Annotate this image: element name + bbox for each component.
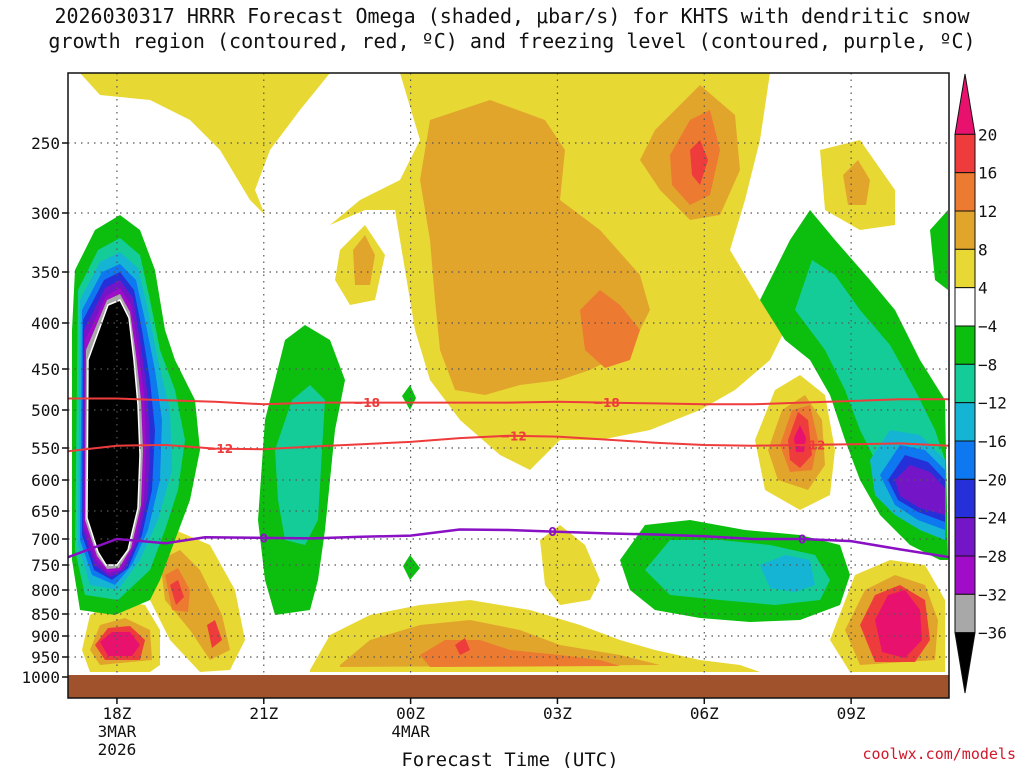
freezing-level-contour <box>68 528 949 559</box>
dgz-minus18-label-1: −18 <box>593 396 620 410</box>
omega-field-lower-red <box>455 638 470 655</box>
omega-field-18z-black <box>86 299 141 566</box>
freezing-level-label-0: 0 <box>260 531 268 545</box>
colorbar-label-5: −4 <box>978 317 997 336</box>
colorbar-label-10: −24 <box>978 509 1007 528</box>
y-tick-label-650: 650 <box>31 502 60 521</box>
x-tick-sublabel-2026: 2026 <box>98 740 137 759</box>
colorbar-swatch-13 <box>954 593 976 634</box>
dgz-minus12-label-2: −12 <box>799 438 826 452</box>
x-tick-label-18Z: 18Z <box>102 704 131 723</box>
colorbar-swatch-top <box>954 73 976 135</box>
freezing-level-label-1: 0 <box>548 525 556 539</box>
colorbar-swatch-7 <box>954 363 976 404</box>
omega-field-10z-low-magenta <box>875 590 922 658</box>
dgz-minus12-label-1: −12 <box>500 429 527 443</box>
y-tick-label-700: 700 <box>31 530 60 549</box>
colorbar-swatch-12 <box>954 555 976 595</box>
x-tick-label-03Z: 03Z <box>543 704 572 723</box>
x-axis-title: Forecast Time (UTC) <box>401 749 618 768</box>
colorbar-swatch-5 <box>954 287 976 327</box>
chart-title-line-1: 2026030317 HRRR Forecast Omega (shaded, … <box>54 4 970 28</box>
ground-layer <box>68 675 949 698</box>
omega-field-upper-yellow-left <box>80 73 330 215</box>
dgz-minus12-label-0: −12 <box>206 442 233 456</box>
omega-field-18z-low-magenta <box>100 632 140 656</box>
omega-field-lower-orange <box>340 620 660 667</box>
colorbar-swatch-4 <box>954 248 976 289</box>
x-tick-label-21Z: 21Z <box>249 704 278 723</box>
contour-labels: −18 −18 −12 −12 −12 0 0 0 <box>206 396 826 547</box>
colorbar-label-7: −12 <box>978 394 1007 413</box>
colorbar-swatch-3 <box>954 210 976 250</box>
freezing-level-label-2: 0 <box>798 533 806 547</box>
x-tick-label-06Z: 06Z <box>690 704 719 723</box>
colorbar-swatch-2 <box>954 172 976 212</box>
chart-title-line-2: growth region (contoured, red, ºC) and f… <box>48 29 976 53</box>
plot-area: −18 −18 −12 −12 −12 0 0 0 <box>68 73 949 698</box>
colorbar-swatch-8 <box>954 402 976 442</box>
grid-lines <box>68 73 949 698</box>
dgz-minus12-contour <box>68 434 949 453</box>
y-tick-label-600: 600 <box>31 471 60 490</box>
colorbar-label-4: 4 <box>978 279 988 298</box>
colorbar-label-12: −32 <box>978 585 1007 604</box>
chart-title: 2026030317 HRRR Forecast Omega (shaded, … <box>0 4 1024 54</box>
colorbar-swatch-10 <box>954 478 976 519</box>
colorbar-swatch-11 <box>954 517 976 557</box>
y-tick-label-1000: 1000 <box>21 668 60 687</box>
omega-field-upper-orange-09z <box>843 160 870 205</box>
colorbar-label-11: −28 <box>978 547 1007 566</box>
colorbar-swatch-9 <box>954 440 976 480</box>
colorbar-label-8: −16 <box>978 432 1007 451</box>
colorbar-swatch-bottom <box>954 632 976 694</box>
colorbar-label-13: −36 <box>978 624 1007 643</box>
y-tick-label-300: 300 <box>31 204 60 223</box>
colorbar-label-1: 16 <box>978 164 997 183</box>
omega-field-00z-green-b <box>403 555 420 580</box>
y-axis: 250 300 350 400 450 500 550 600 650 700 750 800 850 9… <box>21 134 68 687</box>
y-tick-label-950: 950 <box>31 648 60 667</box>
credit-text: coolwx.com/models <box>862 745 1016 763</box>
omega-field-10z-purple <box>895 465 945 515</box>
omega-field-lower-darkorange <box>420 640 620 667</box>
omega-field-19z-red-a <box>170 580 184 605</box>
omega-field-upper-darkorange-03z <box>580 290 640 368</box>
y-tick-label-900: 900 <box>31 627 60 646</box>
plot-frame <box>67 72 950 699</box>
omega-field-21z-teal <box>275 385 325 545</box>
omega-field-00z-green-a <box>402 385 416 410</box>
y-tick-label-250: 250 <box>31 134 60 153</box>
colorbar-swatch-1 <box>954 133 976 174</box>
colorbar-label-2: 12 <box>978 202 997 221</box>
colorbar-swatch-6 <box>954 325 976 365</box>
dgz-minus18-contour <box>68 397 949 406</box>
x-tick-sublabel-3MAR: 3MAR <box>98 722 137 741</box>
y-tick-label-850: 850 <box>31 605 60 624</box>
omega-field-19z-red-b <box>207 620 222 648</box>
x-tick-label-09Z: 09Z <box>837 704 866 723</box>
omega-field-upper-red-06z <box>690 140 708 185</box>
y-tick-label-800: 800 <box>31 581 60 600</box>
y-tick-label-400: 400 <box>31 314 60 333</box>
colorbar-label-0: 20 <box>978 125 997 144</box>
colorbar-label-6: −8 <box>978 355 997 374</box>
colorbar-label-9: −20 <box>978 470 1007 489</box>
y-tick-label-750: 750 <box>31 556 60 575</box>
y-tick-label-500: 500 <box>31 401 60 420</box>
y-tick-label-350: 350 <box>31 263 60 282</box>
omega-field-09z-green-edge <box>930 210 948 290</box>
omega-field-upper-orange-small <box>353 235 375 285</box>
dgz-minus18-label-0: −18 <box>353 396 380 410</box>
y-tick-label-550: 550 <box>31 439 60 458</box>
omega-field-07z-cyan <box>760 555 815 592</box>
x-tick-sublabel-4MAR: 4MAR <box>391 722 430 741</box>
colorbar-label-3: 8 <box>978 240 988 259</box>
y-tick-label-450: 450 <box>31 360 60 379</box>
x-tick-label-00Z: 00Z <box>396 704 425 723</box>
colorbar: 20 16 12 8 4 −4 −8 −12 −16 −20 −24 −28 −32 −36 <box>954 73 1007 694</box>
